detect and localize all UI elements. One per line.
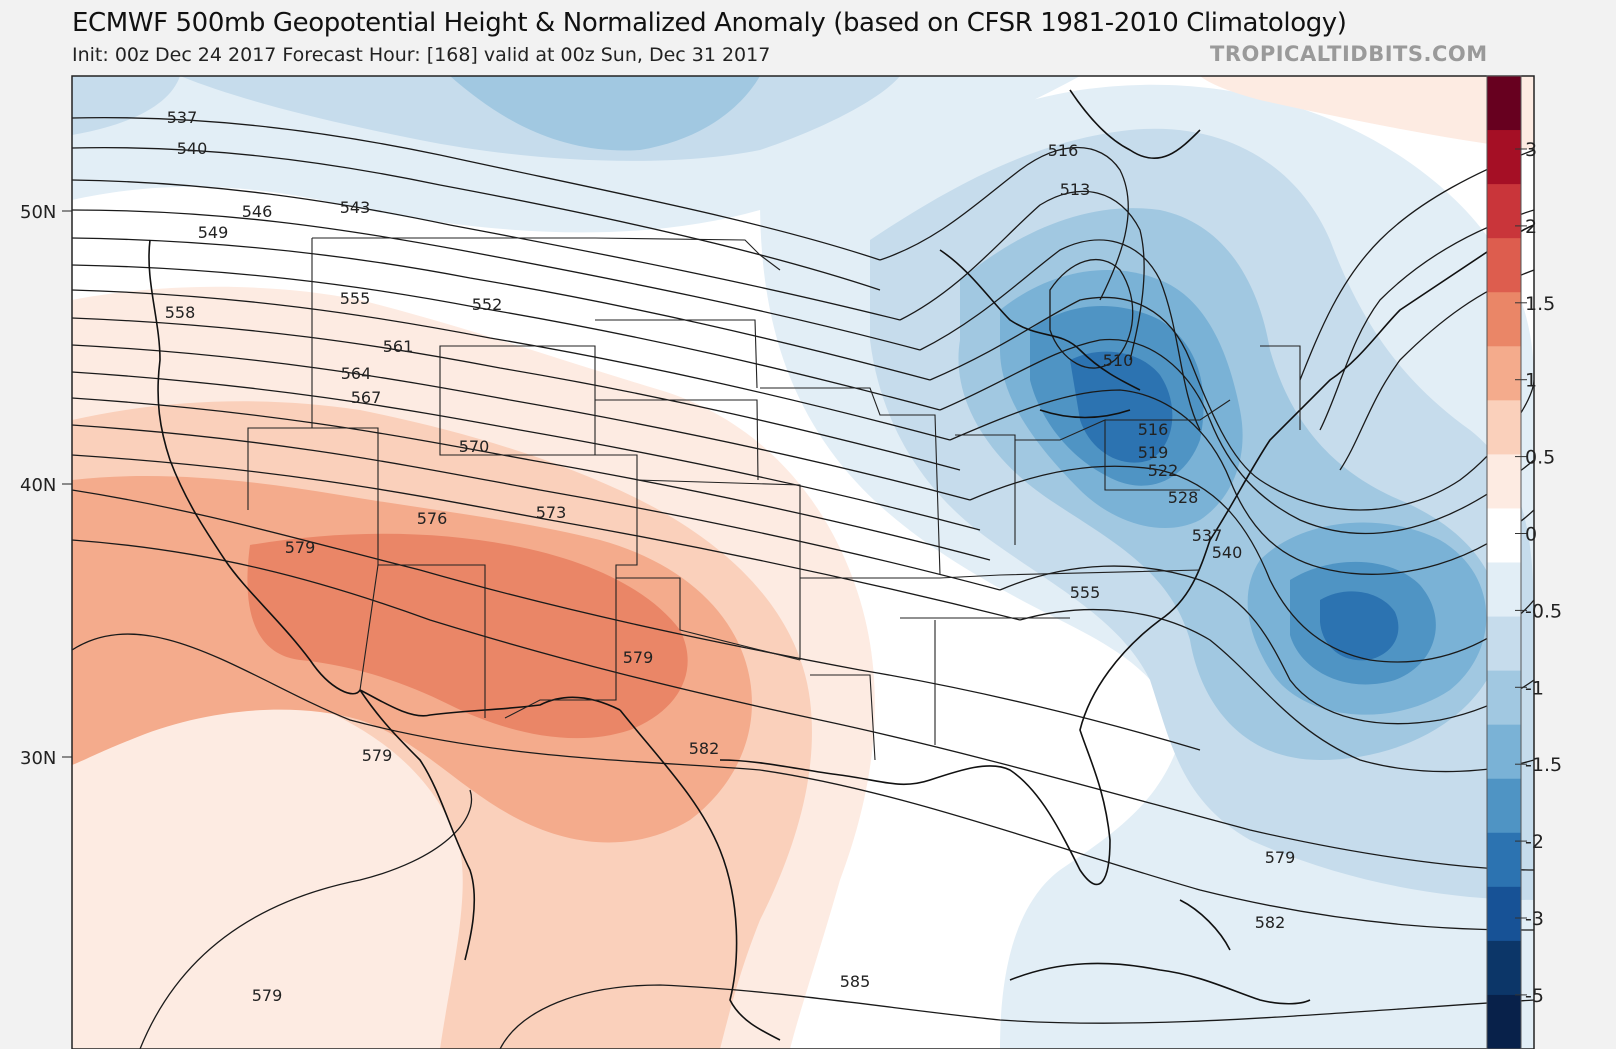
contour-label: 528 bbox=[1168, 488, 1199, 507]
contour-label: 543 bbox=[340, 198, 371, 217]
coastlines bbox=[148, 89, 1534, 1041]
colorbar-swatch bbox=[1487, 670, 1521, 726]
contour-label: 519 bbox=[1138, 443, 1169, 462]
map-title: ECMWF 500mb Geopotential Height & Normal… bbox=[72, 8, 1347, 38]
colorbar: 3 2 1.5 1 0.5 0 -0.5 -1 -1.5 -2 -3 -5 bbox=[1486, 75, 1562, 1049]
map-plot-area bbox=[72, 76, 1534, 1049]
colorbar-tick-label: 1 bbox=[1525, 370, 1537, 392]
contour-label: 516 bbox=[1048, 141, 1079, 160]
contour-label: 564 bbox=[341, 364, 372, 383]
contour-label: 561 bbox=[383, 337, 414, 356]
contour-label: 510 bbox=[1103, 351, 1134, 370]
contour-label: 558 bbox=[165, 303, 196, 322]
lat-label-40n: 40N bbox=[20, 475, 56, 496]
colorbar-tick-label: -3 bbox=[1525, 908, 1544, 930]
colorbar-swatch bbox=[1487, 346, 1521, 401]
lat-label-50n: 50N bbox=[20, 202, 56, 223]
colorbar-tick-label: 0.5 bbox=[1525, 447, 1555, 469]
colorbar-swatch bbox=[1487, 616, 1521, 672]
colorbar-swatch bbox=[1487, 130, 1521, 185]
contour-label: 570 bbox=[459, 437, 490, 456]
contour-label: 579 bbox=[623, 648, 654, 667]
contour-label: 546 bbox=[242, 202, 273, 221]
colorbar-swatch bbox=[1487, 778, 1521, 834]
colorbar-tick-label: 0 bbox=[1525, 524, 1537, 546]
colorbar-swatch bbox=[1487, 292, 1521, 347]
positive-anomaly-shading bbox=[72, 76, 1534, 1049]
colorbar-swatch bbox=[1487, 454, 1521, 509]
contour-label: 549 bbox=[198, 223, 229, 242]
colorbar-tick-label: 3 bbox=[1525, 139, 1537, 161]
colorbar-swatch bbox=[1487, 400, 1521, 455]
colorbar-swatch bbox=[1487, 994, 1521, 1049]
contour-label: 582 bbox=[1255, 913, 1286, 932]
negative-anomaly-shading bbox=[72, 76, 1534, 1049]
height-contours bbox=[72, 116, 1534, 1049]
contour-label: 582 bbox=[689, 739, 720, 758]
contour-label: 537 bbox=[167, 108, 198, 127]
contour-label: 585 bbox=[840, 972, 871, 991]
contour-label: 555 bbox=[340, 289, 371, 308]
contour-label: 513 bbox=[1060, 180, 1091, 199]
contour-label: 579 bbox=[1265, 848, 1296, 867]
state-borders bbox=[247, 237, 1301, 761]
colorbar-swatch bbox=[1487, 238, 1521, 293]
colorbar-swatch bbox=[1487, 184, 1521, 239]
colorbar-swatch bbox=[1487, 76, 1521, 131]
contour-label: 576 bbox=[417, 509, 448, 528]
contour-label: 573 bbox=[536, 503, 567, 522]
colorbar-tick-label: 1.5 bbox=[1525, 293, 1555, 315]
colorbar-tick-label: -2 bbox=[1525, 831, 1544, 853]
contour-label: 516 bbox=[1138, 420, 1169, 439]
colorbar-swatch bbox=[1487, 940, 1521, 996]
contour-label: 579 bbox=[285, 538, 316, 557]
colorbar-swatch bbox=[1487, 508, 1521, 563]
contour-label: 552 bbox=[472, 295, 503, 314]
colorbar-tick-label: -1 bbox=[1525, 677, 1544, 699]
map-frame bbox=[71, 75, 1535, 1049]
colorbar-tick-label: -1.5 bbox=[1525, 754, 1562, 776]
contour-label: 537 bbox=[1192, 526, 1223, 545]
colorbar-swatch bbox=[1487, 562, 1521, 618]
latitude-axis: 50N 40N 30N bbox=[20, 202, 72, 769]
lat-label-30n: 30N bbox=[20, 748, 56, 769]
contour-label: 567 bbox=[351, 388, 382, 407]
contour-label: 540 bbox=[1212, 543, 1243, 562]
colorbar-tick-label: -0.5 bbox=[1525, 600, 1562, 622]
contour-label: 579 bbox=[362, 746, 393, 765]
colorbar-swatch bbox=[1487, 832, 1521, 888]
contour-label: 522 bbox=[1148, 461, 1179, 480]
contour-label: 540 bbox=[177, 139, 208, 158]
colorbar-frame bbox=[1486, 75, 1522, 1049]
colorbar-tick-label: 2 bbox=[1525, 216, 1537, 238]
colorbar-tick-label: -5 bbox=[1525, 985, 1544, 1007]
map-subtitle: Init: 00z Dec 24 2017 Forecast Hour: [16… bbox=[72, 44, 771, 66]
colorbar-swatch bbox=[1487, 724, 1521, 780]
contour-label: 555 bbox=[1070, 583, 1101, 602]
contour-label: 579 bbox=[252, 986, 283, 1005]
brand-watermark: TROPICALTIDBITS.COM bbox=[1210, 42, 1488, 66]
colorbar-swatch bbox=[1487, 886, 1521, 942]
